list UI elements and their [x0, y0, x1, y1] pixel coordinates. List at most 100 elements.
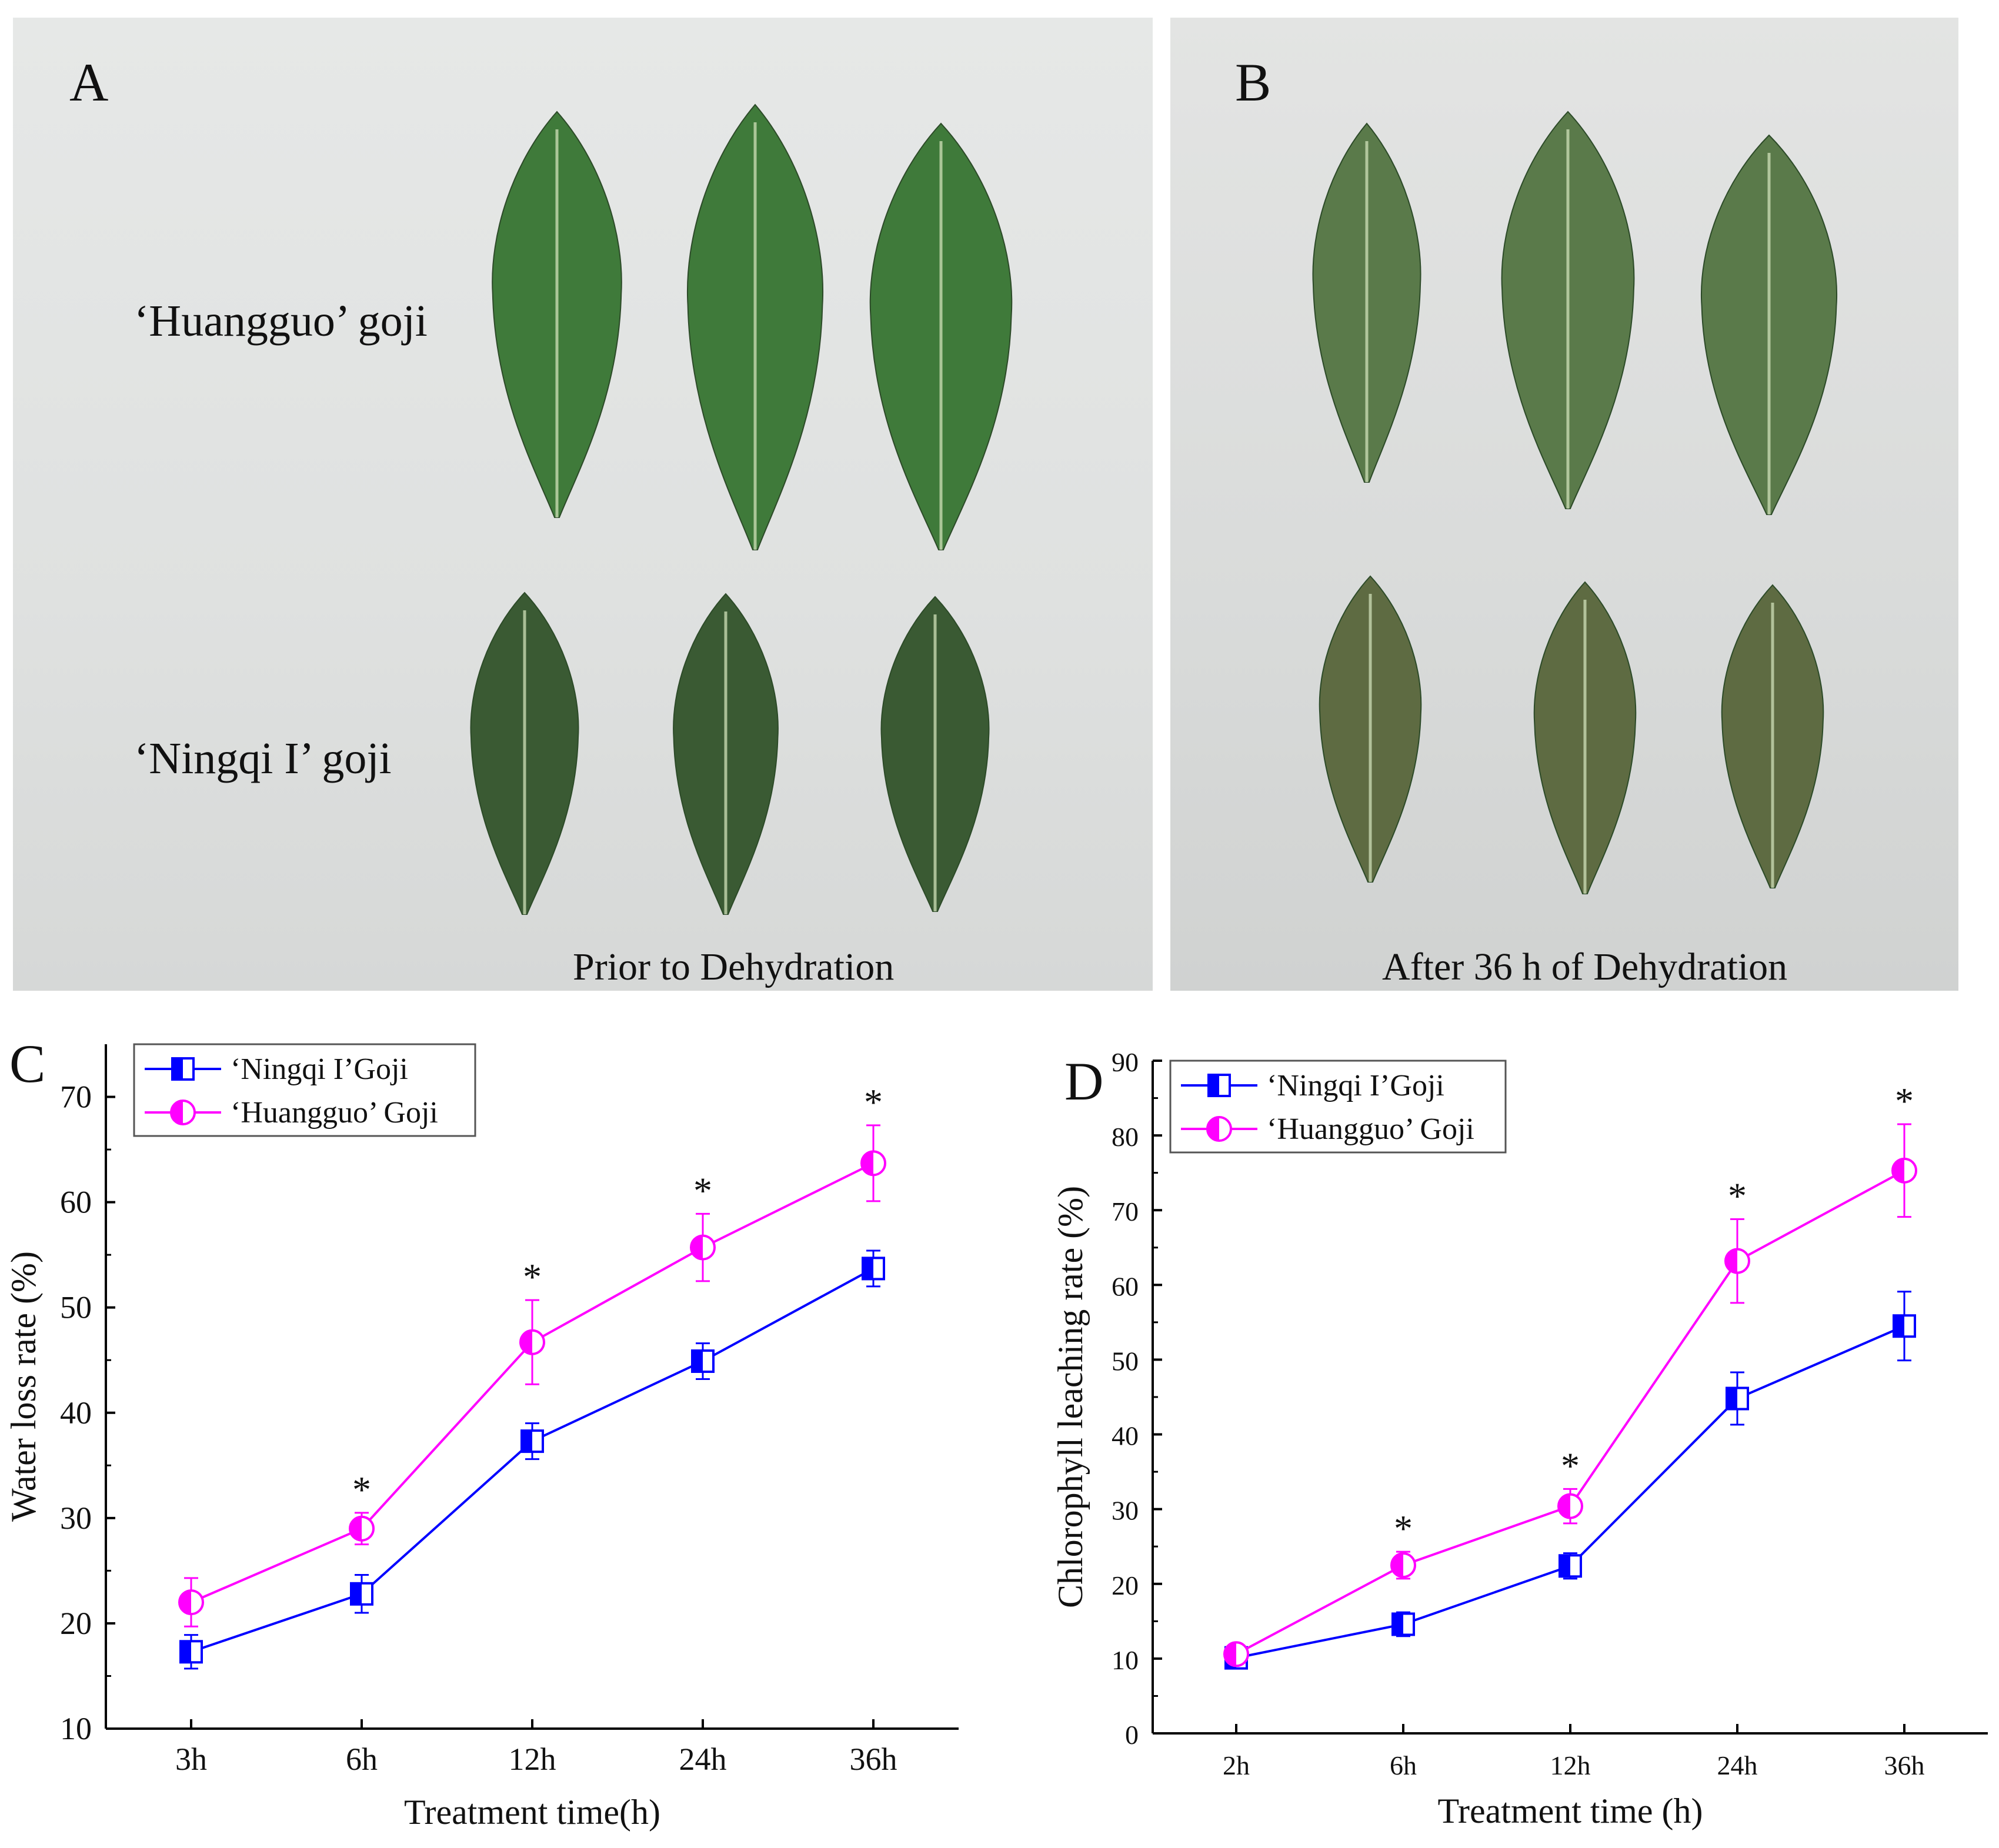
data-point: [1559, 1554, 1582, 1578]
y-tick-label: 90: [1112, 1047, 1139, 1077]
significance-asterisk: *: [864, 1081, 883, 1123]
leaf-ningqi-fresh: [470, 592, 579, 915]
panel-letter-a: A: [69, 52, 109, 112]
label-huangguo-goji: ‘Huangguo’ goji: [134, 296, 428, 346]
leaf-ningqi-dehydrated: [1533, 581, 1637, 894]
series-ningqi: [179, 1249, 885, 1670]
marker-square-fill: [1727, 1388, 1737, 1409]
legend-marker: [170, 1100, 196, 1125]
x-tick-label: 36h: [1884, 1750, 1925, 1780]
data-point: [349, 1515, 375, 1542]
series-huangguo: [1223, 1123, 1917, 1667]
leaves-dehydrated-illustration: [1312, 111, 1838, 894]
y-tick-label: 30: [1112, 1496, 1139, 1526]
marker-circle-fill: [1224, 1642, 1236, 1666]
data-point: [1390, 1552, 1416, 1578]
panel-letter-c: C: [9, 1034, 45, 1094]
marker-circle-fill: [171, 1101, 183, 1124]
x-tick-label: 2h: [1223, 1750, 1250, 1780]
leaf-huangguo-fresh: [686, 103, 824, 550]
x-tick-label: 36h: [850, 1742, 897, 1777]
leaf-huangguo-fresh: [869, 122, 1013, 550]
data-point: [1557, 1493, 1583, 1519]
legend-label: ‘Huangguo’ Goji: [1267, 1112, 1474, 1146]
data-point: [1724, 1248, 1750, 1274]
marker-circle-fill: [1207, 1117, 1219, 1141]
x-tick-label: 3h: [175, 1742, 207, 1777]
y-tick-label: 70: [1112, 1197, 1139, 1227]
y-tick-label: 70: [60, 1080, 92, 1115]
marker-circle-fill: [1559, 1494, 1570, 1518]
data-point: [520, 1429, 544, 1453]
marker-square-fill: [1393, 1613, 1403, 1635]
leaf-huangguo-dehydrated: [1501, 111, 1635, 509]
x-axis-label: Treatment time(h): [404, 1793, 660, 1832]
chart-water-loss: C 10 20 30 40 50 60 70 3h 6h 12h 24h 36h Treatment ti…: [0, 994, 988, 1848]
y-tick-label: 80: [1112, 1122, 1139, 1152]
marker-circle-fill: [862, 1151, 873, 1175]
data-point: [862, 1256, 885, 1281]
marker-square-fill: [1560, 1555, 1570, 1577]
x-tick-label: 12h: [509, 1742, 556, 1777]
chart-d-svg: D 0 10 20 30 40 50 60 70 80 90 2h 6h 12h 24h 36h Treatme…: [1051, 1047, 1988, 1830]
leaf-huangguo-fresh: [492, 111, 622, 518]
significance-asterisk: *: [523, 1256, 542, 1298]
x-tick-label: 12h: [1550, 1750, 1591, 1780]
leaf-ningqi-dehydrated: [1721, 584, 1824, 888]
y-tick-label: 50: [1112, 1346, 1139, 1376]
leaves-fresh-illustration: [470, 103, 1013, 915]
y-tick-label: 10: [60, 1711, 92, 1746]
x-tick-label: 24h: [1717, 1750, 1758, 1780]
leaf-ningqi-dehydrated: [1319, 575, 1422, 883]
data-point: [350, 1582, 373, 1606]
caption-prior-dehydration: Prior to Dehydration: [573, 945, 895, 988]
data-point: [1391, 1612, 1415, 1636]
y-axis-label: Water loss rate (%): [4, 1251, 43, 1522]
data-point: [1223, 1641, 1249, 1667]
legend: ‘Ningqi I’Goji ‘Huangguo’ Goji: [1169, 1060, 1507, 1154]
marker-square-fill: [863, 1258, 873, 1279]
series-huangguo: [178, 1124, 886, 1628]
legend-label: ‘Ningqi I’Goji: [231, 1052, 408, 1086]
legend-label: ‘Huangguo’ Goji: [231, 1096, 438, 1129]
label-ningqi-goji: ‘Ningqi I’ goji: [134, 734, 392, 783]
significance-asterisk: *: [1561, 1445, 1580, 1486]
marker-circle-fill: [1893, 1158, 1904, 1182]
marker-square-fill: [1894, 1315, 1904, 1337]
panel-letter-d: D: [1064, 1051, 1103, 1111]
data-point: [860, 1150, 886, 1177]
marker-circle-fill: [520, 1330, 532, 1354]
y-tick-label: 30: [60, 1501, 92, 1536]
data-point: [519, 1329, 545, 1355]
panel-letter-b: B: [1235, 52, 1272, 112]
legend: ‘Ningqi I’Goji ‘Huangguo’ Goji: [133, 1043, 476, 1137]
marker-circle-fill: [691, 1235, 703, 1259]
legend-label: ‘Ningqi I’Goji: [1267, 1069, 1444, 1102]
marker-square-fill: [1209, 1075, 1219, 1096]
significance-asterisk: *: [1728, 1175, 1747, 1217]
y-tick-label: 60: [1112, 1271, 1139, 1301]
data-point: [690, 1234, 716, 1261]
marker-square-fill: [181, 1641, 191, 1663]
leaf-ningqi-fresh: [673, 593, 779, 915]
marker-circle-fill: [1726, 1249, 1737, 1273]
chart-c-svg: C 10 20 30 40 50 60 70 3h 6h 12h 24h 36h Treatment ti…: [4, 1034, 959, 1832]
leaf-ningqi-fresh: [880, 596, 990, 912]
y-tick-label: 40: [1112, 1421, 1139, 1451]
x-tick-label: 6h: [1390, 1750, 1417, 1780]
y-tick-label: 60: [60, 1185, 92, 1220]
y-tick-label: 20: [1112, 1570, 1139, 1600]
y-tick-label: 40: [60, 1395, 92, 1431]
y-tick-label: 20: [60, 1606, 92, 1641]
leaf-huangguo-dehydrated: [1700, 134, 1838, 515]
leaf-huangguo-dehydrated: [1312, 122, 1421, 483]
data-point: [1891, 1157, 1917, 1184]
marker-circle-fill: [1391, 1553, 1403, 1577]
marker-circle-fill: [350, 1516, 362, 1540]
photo-panel-a: A ‘Huangguo’ goji ‘Ningqi I’ goji Prior …: [13, 18, 1153, 991]
data-point: [178, 1589, 204, 1616]
chart-chlorophyll-leaching: D 0 10 20 30 40 50 60 70 80 90 2h 6h 12h 24h 36h Treatme…: [1000, 994, 1999, 1848]
significance-asterisk: *: [1394, 1508, 1413, 1549]
x-axis-label: Treatment time (h): [1437, 1792, 1703, 1830]
x-tick-label: 6h: [346, 1742, 378, 1777]
